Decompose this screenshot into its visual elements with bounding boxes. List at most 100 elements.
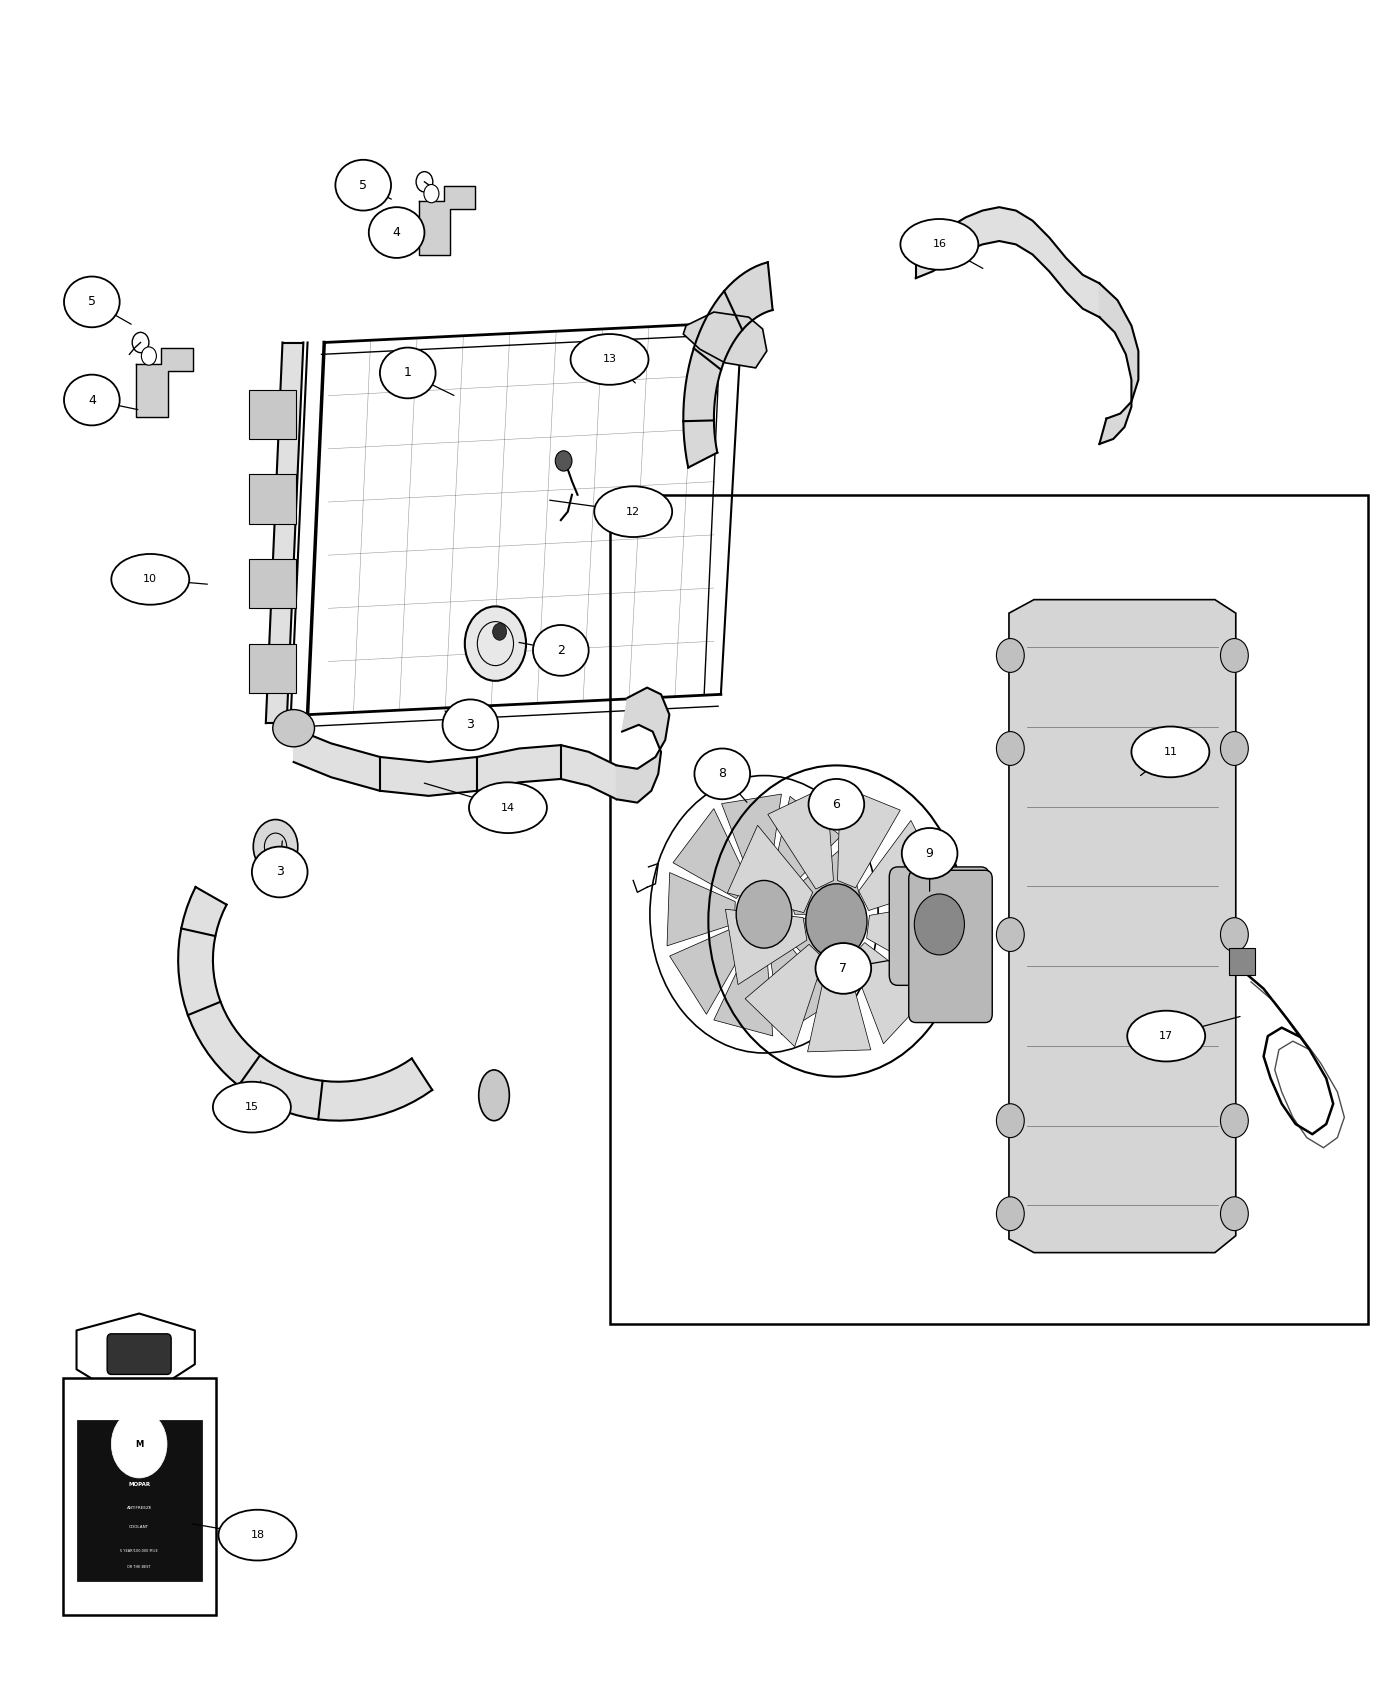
Circle shape (424, 185, 440, 202)
FancyBboxPatch shape (249, 389, 297, 439)
Text: 18: 18 (251, 1530, 265, 1540)
Ellipse shape (694, 748, 750, 799)
Polygon shape (714, 947, 773, 1035)
Ellipse shape (533, 626, 588, 677)
Ellipse shape (112, 554, 189, 605)
Text: 6: 6 (833, 797, 840, 811)
Ellipse shape (379, 347, 435, 398)
Polygon shape (790, 845, 864, 915)
Polygon shape (673, 809, 749, 899)
FancyBboxPatch shape (108, 1334, 171, 1374)
Ellipse shape (479, 1069, 510, 1120)
Polygon shape (850, 942, 931, 1044)
Ellipse shape (273, 709, 315, 746)
Polygon shape (771, 796, 841, 891)
FancyBboxPatch shape (249, 559, 297, 609)
Circle shape (806, 884, 867, 959)
Polygon shape (666, 872, 735, 945)
Polygon shape (266, 342, 304, 722)
Ellipse shape (213, 1081, 291, 1132)
Text: ANTIFREEZE: ANTIFREEZE (126, 1506, 151, 1510)
Text: 17: 17 (1159, 1032, 1173, 1040)
Polygon shape (294, 728, 616, 799)
Polygon shape (916, 207, 1099, 318)
Text: 8: 8 (718, 767, 727, 780)
Text: 12: 12 (626, 507, 640, 517)
Polygon shape (419, 185, 475, 255)
Bar (63, 1377, 216, 1615)
FancyBboxPatch shape (249, 644, 297, 692)
Text: 3: 3 (466, 719, 475, 731)
Polygon shape (1009, 600, 1236, 1253)
Circle shape (253, 819, 298, 874)
Circle shape (736, 881, 792, 949)
Circle shape (997, 731, 1025, 765)
Polygon shape (136, 348, 193, 416)
Ellipse shape (900, 219, 979, 270)
Text: 5: 5 (88, 296, 95, 308)
FancyBboxPatch shape (889, 867, 990, 986)
Text: 4: 4 (392, 226, 400, 240)
Ellipse shape (469, 782, 547, 833)
Polygon shape (725, 910, 806, 984)
Text: 2: 2 (557, 644, 564, 656)
Text: 9: 9 (925, 847, 934, 860)
FancyBboxPatch shape (1229, 949, 1256, 976)
Circle shape (556, 450, 573, 471)
Ellipse shape (816, 944, 871, 994)
Text: OR THE BEST: OR THE BEST (127, 1566, 151, 1569)
Text: 4: 4 (88, 393, 95, 406)
Text: 15: 15 (245, 1102, 259, 1112)
Ellipse shape (64, 277, 119, 328)
Polygon shape (178, 887, 433, 1120)
Ellipse shape (1127, 1012, 1205, 1061)
Polygon shape (721, 794, 781, 881)
Text: 16: 16 (932, 240, 946, 250)
Ellipse shape (594, 486, 672, 537)
Ellipse shape (252, 847, 308, 898)
Ellipse shape (902, 828, 958, 879)
Circle shape (1221, 1103, 1249, 1137)
Text: COOLANT: COOLANT (129, 1525, 150, 1528)
Polygon shape (616, 687, 669, 802)
Ellipse shape (336, 160, 391, 211)
Text: 13: 13 (602, 354, 616, 364)
Polygon shape (867, 903, 946, 977)
Circle shape (141, 347, 157, 366)
Bar (77, 1420, 202, 1581)
Ellipse shape (368, 207, 424, 258)
Text: 10: 10 (143, 575, 157, 585)
Ellipse shape (64, 374, 119, 425)
Circle shape (465, 607, 526, 680)
Text: 5 YEAR/100,000 MILE: 5 YEAR/100,000 MILE (120, 1549, 158, 1552)
Text: 3: 3 (276, 865, 284, 879)
Bar (609, 495, 1368, 1324)
Polygon shape (770, 940, 834, 1035)
Polygon shape (1099, 284, 1138, 444)
Text: MOPAR: MOPAR (127, 1482, 150, 1488)
Text: 11: 11 (1163, 746, 1177, 756)
Circle shape (1221, 918, 1249, 952)
Text: 14: 14 (501, 802, 515, 813)
Ellipse shape (442, 699, 498, 750)
Circle shape (112, 1411, 167, 1477)
Ellipse shape (809, 779, 864, 830)
Text: 5: 5 (360, 178, 367, 192)
Text: M: M (134, 1440, 143, 1448)
Circle shape (997, 918, 1025, 952)
Polygon shape (745, 944, 823, 1047)
Circle shape (1221, 639, 1249, 673)
Polygon shape (683, 313, 767, 367)
Ellipse shape (218, 1510, 297, 1561)
Polygon shape (767, 785, 833, 889)
Polygon shape (837, 785, 900, 887)
Polygon shape (728, 824, 813, 913)
Polygon shape (669, 927, 746, 1015)
Polygon shape (808, 960, 871, 1052)
Polygon shape (787, 918, 864, 993)
Circle shape (1221, 731, 1249, 765)
Circle shape (997, 639, 1025, 673)
Circle shape (997, 1197, 1025, 1231)
Circle shape (1221, 1197, 1249, 1231)
Ellipse shape (1131, 726, 1210, 777)
